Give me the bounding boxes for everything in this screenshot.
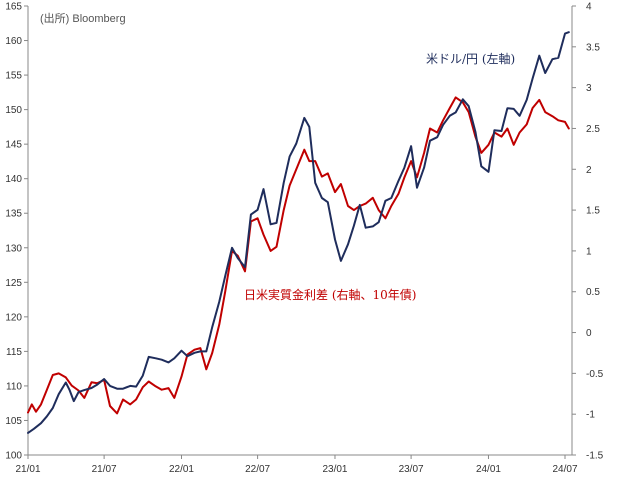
left-y-tick-label: 125: [5, 278, 22, 289]
left-y-tick-label: 120: [5, 312, 22, 323]
right-y-tick-label: 0.5: [586, 287, 600, 298]
real-yield-spread-series-label: 日米実質金利差 (右軸、10年債): [244, 287, 416, 302]
left-y-tick-label: 145: [5, 140, 22, 151]
x-tick-label: 23/01: [322, 464, 347, 475]
real-yield-spread-series-line: [27, 96, 570, 415]
left-y-tick-label: 135: [5, 209, 22, 220]
left-y-tick-label: 140: [5, 174, 22, 185]
right-y-tick-label: -1.5: [586, 451, 604, 462]
x-tick-label: 22/01: [169, 464, 194, 475]
left-y-tick-label: 160: [5, 36, 22, 47]
x-tick-label: 22/07: [245, 464, 270, 475]
right-y-tick-label: 2.5: [586, 124, 600, 135]
right-y-tick-label: 1: [586, 246, 592, 257]
left-y-tick-label: 150: [5, 105, 22, 116]
left-y-tick-label: 165: [5, 2, 22, 13]
usdjpy-series-line: [27, 31, 570, 434]
left-y-tick-label: 155: [5, 71, 22, 82]
right-y-tick-label: 0: [586, 328, 592, 339]
source-note: (出所) Bloomberg: [40, 11, 126, 25]
left-y-tick-label: 115: [6, 347, 22, 358]
right-y-tick-label: -1: [586, 410, 595, 421]
x-tick-label: 24/01: [476, 464, 501, 475]
right-y-tick-label: 4: [586, 2, 592, 13]
x-tick-label: 23/07: [399, 464, 424, 475]
usdjpy-series-label: 米ドル/円 (左軸): [426, 51, 515, 66]
left-y-tick-label: 110: [6, 381, 22, 392]
x-tick-label: 21/07: [92, 464, 117, 475]
left-y-tick-label: 100: [5, 451, 22, 462]
right-y-tick-label: 3: [586, 83, 592, 94]
right-y-tick-label: -0.5: [586, 369, 604, 380]
x-tick-label: 24/07: [552, 464, 577, 475]
right-y-tick-label: 3.5: [586, 42, 600, 53]
x-tick-label: 21/01: [15, 464, 40, 475]
left-y-tick-label: 130: [5, 243, 22, 254]
left-y-tick-label: 105: [5, 416, 22, 427]
right-y-tick-label: 1.5: [586, 206, 600, 217]
right-y-tick-label: 2: [586, 165, 592, 176]
